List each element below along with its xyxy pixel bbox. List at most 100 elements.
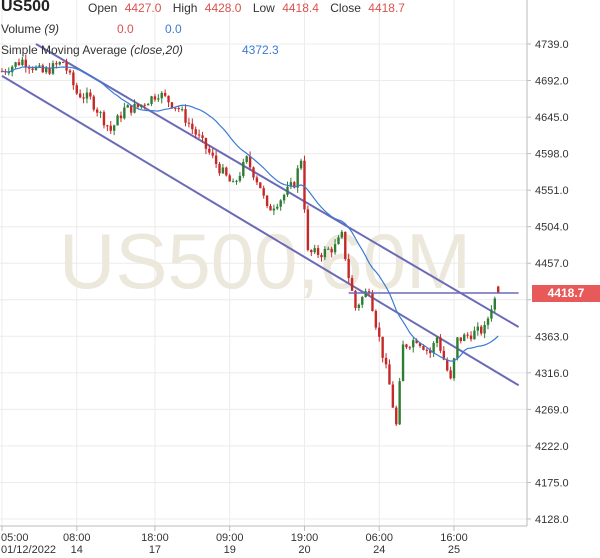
candle-body	[7, 72, 10, 74]
candle-body	[323, 248, 327, 258]
candle-body	[82, 97, 85, 99]
candle-body	[381, 336, 384, 358]
y-tick-label: 4175.0	[535, 477, 569, 489]
candle-body	[252, 167, 255, 178]
x-tick-date: 25	[448, 544, 460, 556]
candle-body	[153, 96, 157, 100]
candle-body	[262, 188, 265, 196]
candle-body	[204, 137, 208, 149]
candle-body	[116, 115, 119, 126]
candle-body	[452, 358, 456, 379]
x-tick-date: 14	[71, 544, 83, 556]
y-tick-label: 4363.0	[535, 331, 569, 343]
candle-body	[429, 350, 432, 354]
x-tick-time: 16:00	[440, 532, 468, 544]
candle-body	[201, 135, 204, 138]
candle-body	[425, 349, 429, 351]
candle-body	[140, 104, 143, 108]
candle-body	[167, 95, 170, 103]
candle-body	[354, 290, 357, 308]
candle-body	[235, 180, 238, 182]
candle-body	[112, 125, 116, 131]
x-tick-time: 19:00	[291, 532, 319, 544]
candle-body	[282, 194, 286, 201]
candle-body	[340, 231, 344, 238]
y-tick-label: 4457.0	[535, 258, 569, 270]
candle-body	[31, 68, 34, 70]
candle-body	[330, 248, 333, 253]
candle-body	[211, 152, 214, 156]
x-tick-time: 18:00	[141, 532, 169, 544]
candle-body	[238, 175, 242, 181]
candle-body	[310, 249, 313, 253]
candle-body	[143, 104, 146, 106]
high-value: 4428.0	[204, 1, 242, 15]
candle-body	[228, 175, 231, 182]
x-tick-time: 05:00	[1, 532, 29, 544]
candle-body	[432, 342, 435, 354]
candle-body	[160, 92, 163, 99]
sma-label: Simple Moving Average	[1, 43, 127, 57]
candle-body	[255, 177, 259, 183]
candle-body	[293, 182, 296, 188]
sma-indicator-legend[interactable]: Simple Moving Average (close,20)	[1, 43, 183, 57]
low-label: Low	[252, 1, 275, 15]
candle-body	[490, 309, 493, 319]
candle-body	[157, 98, 160, 100]
candle-body	[174, 107, 177, 109]
candle-body	[259, 182, 262, 189]
candle-body	[306, 209, 310, 250]
candle-body	[463, 334, 466, 341]
candle-body	[248, 156, 252, 168]
volume-indicator-legend[interactable]: Volume (9)	[1, 22, 59, 36]
candle-body	[299, 160, 303, 169]
x-tick-date: 24	[373, 544, 385, 556]
candle-body	[194, 129, 197, 135]
candle-body	[476, 326, 480, 331]
candle-body	[133, 103, 136, 113]
candle-body	[95, 109, 99, 113]
candle-body	[150, 96, 153, 104]
candle-body	[89, 92, 92, 97]
open-label: Open	[88, 1, 118, 15]
candle-body	[374, 311, 378, 328]
volume-value-1: 0.0	[117, 22, 134, 36]
candle-body	[61, 62, 65, 64]
close-label: Close	[330, 1, 361, 15]
x-tick-date: 19	[224, 544, 236, 556]
trend-channel[interactable]	[1, 43, 520, 387]
candle-body	[126, 105, 129, 108]
candle-body	[24, 59, 27, 68]
candle-body	[129, 105, 133, 113]
candle-body	[136, 103, 140, 108]
watermark-text: US500,60M	[59, 217, 471, 305]
x-tick-date: 17	[149, 544, 161, 556]
candle-body	[320, 254, 323, 258]
candle-body	[279, 200, 282, 207]
channel-line[interactable]	[1, 75, 520, 387]
candle-body	[48, 67, 51, 74]
candle-body	[303, 160, 306, 210]
candle-body	[446, 359, 449, 371]
channel-line[interactable]	[35, 43, 520, 328]
candle-body	[72, 72, 75, 86]
candle-body	[333, 244, 337, 253]
candle-body	[388, 364, 391, 385]
candle-body	[296, 168, 299, 188]
candle-body	[78, 93, 82, 98]
candle-body	[459, 337, 463, 341]
candle-body	[391, 384, 395, 408]
candle-body	[106, 125, 109, 127]
candle-body	[442, 350, 446, 360]
volume-value-2: 0.0	[165, 22, 182, 36]
candle-body	[456, 337, 459, 359]
x-tick-date: 20	[298, 544, 310, 556]
candle-body	[435, 337, 439, 343]
y-tick-label: 4551.0	[535, 185, 569, 197]
candle-body	[180, 109, 184, 111]
candle-body	[412, 340, 415, 348]
symbol-title: US500	[1, 0, 50, 15]
candle-body	[221, 167, 225, 174]
candle-body	[473, 330, 476, 340]
